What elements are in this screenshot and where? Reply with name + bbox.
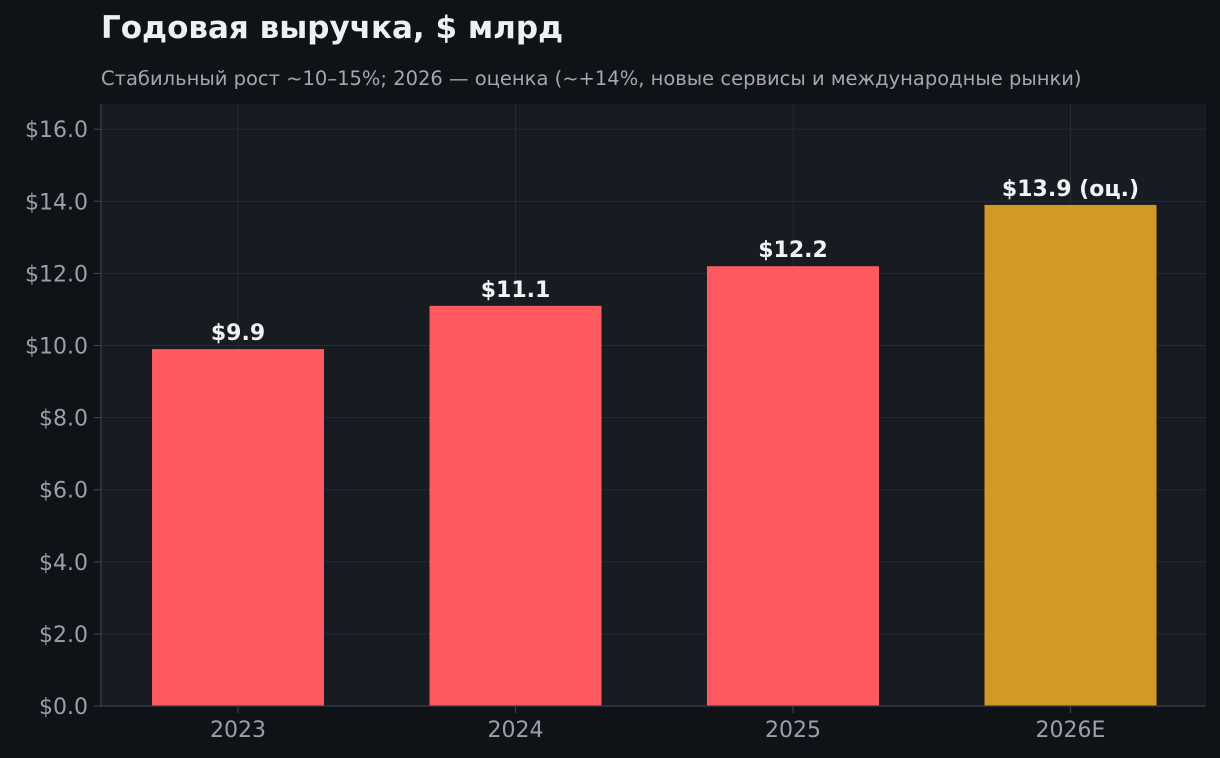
plot-area: $0.0 $2.0 $4.0 $6.0 $8.0 $10.0 $12.0 $14.0 $16.0… [25, 104, 1206, 743]
x-tick-label: 2025 [765, 718, 821, 743]
y-tick-label: $6.0 [39, 479, 88, 504]
bar-2024 [429, 305, 602, 706]
x-tick-label: 2023 [210, 718, 266, 743]
y-tick-label: $0.0 [39, 695, 88, 720]
data-label: $12.2 [758, 238, 828, 263]
data-label: $9.9 [211, 321, 265, 346]
y-tick-label: $10.0 [25, 335, 88, 360]
y-tick-label: $14.0 [25, 190, 88, 215]
bar-2025 [707, 266, 879, 706]
x-tick-label: 2026E [1036, 718, 1106, 743]
y-tick-label: $16.0 [25, 118, 88, 143]
data-label: $11.1 [481, 278, 551, 303]
bar-2026E [984, 204, 1157, 706]
y-tick-label: $4.0 [39, 551, 88, 576]
chart-title: Годовая выручка, $ млрд [101, 10, 563, 46]
y-tick-label: $8.0 [39, 407, 88, 432]
y-tick-label: $12.0 [25, 262, 88, 287]
chart-subtitle: Стабильный рост ~10–15%; 2026 — оценка (… [101, 67, 1082, 90]
data-label: $13.9 (оц.) [1002, 177, 1139, 202]
x-tick-label: 2024 [488, 718, 544, 743]
bar-2023 [152, 349, 324, 706]
y-tick-label: $2.0 [39, 623, 88, 648]
